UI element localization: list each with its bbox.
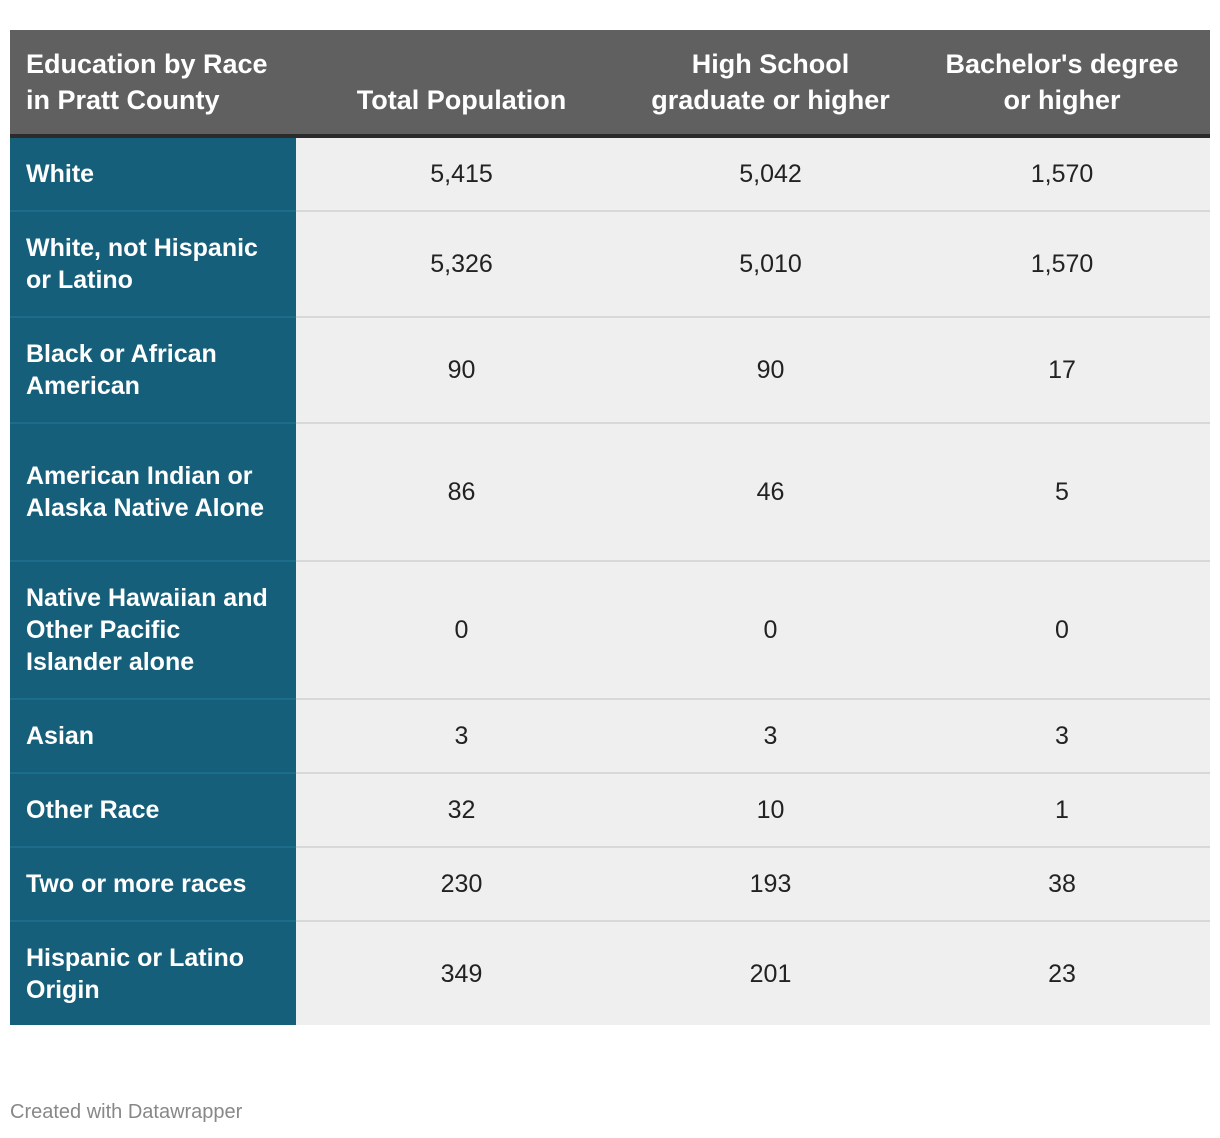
data-table-container: Education by Race in Pratt County Total … bbox=[10, 30, 1210, 1025]
column-header-race: Education by Race in Pratt County bbox=[10, 30, 296, 138]
table-row: Asian 3 3 3 bbox=[10, 699, 1210, 774]
row-label: Asian bbox=[10, 699, 296, 774]
cell-bachelors: 0 bbox=[914, 561, 1210, 700]
cell-high-school: 201 bbox=[627, 921, 914, 1025]
cell-high-school: 0 bbox=[627, 561, 914, 700]
column-header-total-population: Total Population bbox=[296, 30, 627, 138]
cell-bachelors: 5 bbox=[914, 423, 1210, 562]
cell-high-school: 10 bbox=[627, 773, 914, 848]
table-row: White, not Hispanic or Latino 5,326 5,01… bbox=[10, 211, 1210, 318]
cell-high-school: 5,010 bbox=[627, 211, 914, 318]
column-header-bachelors: Bachelor's degree or higher bbox=[914, 30, 1210, 138]
table-row: Other Race 32 10 1 bbox=[10, 773, 1210, 848]
cell-total-population: 86 bbox=[296, 423, 627, 562]
table-row: Two or more races 230 193 38 bbox=[10, 847, 1210, 922]
cell-high-school: 90 bbox=[627, 317, 914, 424]
cell-high-school: 5,042 bbox=[627, 136, 914, 212]
cell-bachelors: 3 bbox=[914, 699, 1210, 774]
cell-total-population: 32 bbox=[296, 773, 627, 848]
cell-total-population: 90 bbox=[296, 317, 627, 424]
education-table: Education by Race in Pratt County Total … bbox=[10, 30, 1210, 1025]
cell-total-population: 5,415 bbox=[296, 136, 627, 212]
row-label: White bbox=[10, 136, 296, 212]
cell-bachelors: 23 bbox=[914, 921, 1210, 1025]
cell-high-school: 3 bbox=[627, 699, 914, 774]
table-row: White 5,415 5,042 1,570 bbox=[10, 136, 1210, 212]
cell-bachelors: 1,570 bbox=[914, 136, 1210, 212]
table-body: White 5,415 5,042 1,570 White, not Hispa… bbox=[10, 136, 1210, 1025]
cell-total-population: 0 bbox=[296, 561, 627, 700]
cell-total-population: 5,326 bbox=[296, 211, 627, 318]
cell-bachelors: 38 bbox=[914, 847, 1210, 922]
row-label: Two or more races bbox=[10, 847, 296, 922]
row-label: American Indian or Alaska Native Alone bbox=[10, 423, 296, 562]
cell-high-school: 46 bbox=[627, 423, 914, 562]
table-row: Hispanic or Latino Origin 349 201 23 bbox=[10, 921, 1210, 1025]
column-header-high-school: High School graduate or higher bbox=[627, 30, 914, 138]
row-label: Other Race bbox=[10, 773, 296, 848]
table-row: Black or African American 90 90 17 bbox=[10, 317, 1210, 424]
cell-bachelors: 1 bbox=[914, 773, 1210, 848]
table-header: Education by Race in Pratt County Total … bbox=[10, 30, 1210, 138]
cell-high-school: 193 bbox=[627, 847, 914, 922]
footer-credit: Created with Datawrapper bbox=[10, 1101, 243, 1123]
table-row: American Indian or Alaska Native Alone 8… bbox=[10, 423, 1210, 562]
cell-total-population: 230 bbox=[296, 847, 627, 922]
row-label: Hispanic or Latino Origin bbox=[10, 921, 296, 1025]
row-label: Black or African American bbox=[10, 317, 296, 424]
cell-total-population: 3 bbox=[296, 699, 627, 774]
header-row: Education by Race in Pratt County Total … bbox=[10, 30, 1210, 138]
cell-total-population: 349 bbox=[296, 921, 627, 1025]
row-label: Native Hawaiian and Other Pacific Island… bbox=[10, 561, 296, 700]
row-label: White, not Hispanic or Latino bbox=[10, 211, 296, 318]
cell-bachelors: 17 bbox=[914, 317, 1210, 424]
cell-bachelors: 1,570 bbox=[914, 211, 1210, 318]
table-row: Native Hawaiian and Other Pacific Island… bbox=[10, 561, 1210, 700]
